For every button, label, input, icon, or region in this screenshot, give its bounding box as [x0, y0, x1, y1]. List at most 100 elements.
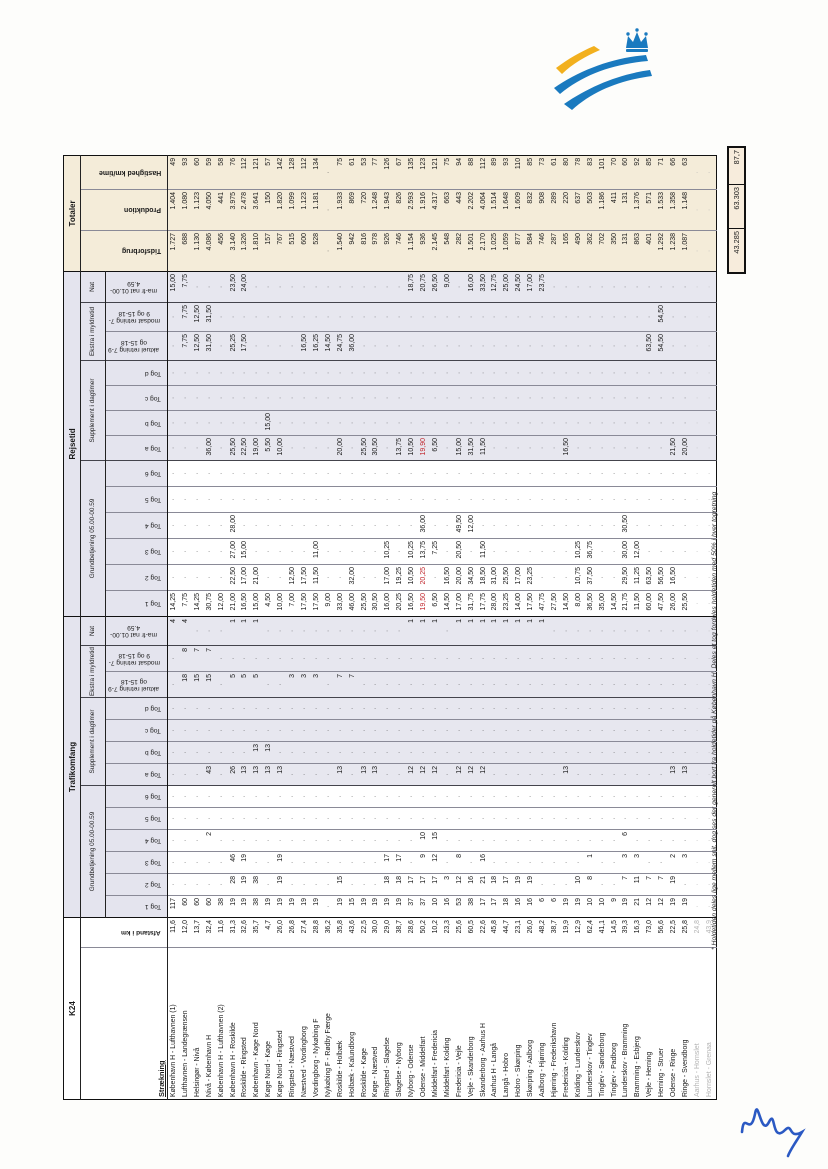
data-cell: · [560, 512, 573, 539]
station-name: Roskilde - Ringsted [239, 947, 252, 1100]
data-cell: 15,00 [263, 410, 276, 436]
data-cell: 16 [513, 895, 526, 918]
data-cell: · [703, 230, 717, 272]
distance-value: 35,8 [334, 917, 347, 948]
data-cell: · [298, 360, 311, 386]
data-cell: · [489, 719, 502, 742]
data-cell: · [251, 851, 264, 874]
data-cell: 9,00 [441, 271, 454, 303]
data-cell: · [679, 360, 692, 386]
data-cell: · [263, 331, 276, 361]
data-cell: · [441, 851, 454, 874]
data-cell: 5 [227, 671, 240, 698]
data-cell: · [263, 829, 276, 852]
data-cell: · [215, 271, 228, 303]
data-cell: · [668, 645, 680, 672]
data-cell: 688 [179, 230, 192, 272]
data-cell: · [298, 763, 311, 786]
station-name: Odense - Ringe [668, 947, 680, 1100]
station-name: Holbæk - Kalundborg [346, 947, 359, 1100]
data-cell: · [346, 435, 359, 461]
data-cell: · [418, 331, 430, 361]
data-cell: 13 [263, 741, 276, 764]
data-cell: · [251, 410, 264, 436]
data-cell: · [227, 360, 240, 386]
data-cell: · [358, 410, 371, 436]
data-cell: · [679, 645, 692, 672]
data-cell: · [406, 671, 419, 698]
data-cell: · [263, 538, 276, 565]
data-cell: · [167, 486, 180, 513]
data-cell: · [418, 410, 430, 436]
data-cell: · [644, 302, 657, 332]
data-cell: · [406, 719, 419, 742]
data-cell: · [322, 873, 335, 896]
distance-value: 41,1 [596, 917, 609, 948]
data-cell: · [632, 829, 645, 852]
data-cell: · [596, 785, 609, 808]
data-cell: · [191, 271, 204, 303]
data-cell: · [215, 829, 228, 852]
data-cell: · [382, 512, 395, 539]
data-cell: · [644, 512, 657, 539]
data-cell: · [394, 302, 407, 332]
data-cell: · [334, 271, 347, 303]
data-cell: · [560, 697, 573, 720]
table-row: Langå - Hobro 44,7 18 17 · · · · · · · · · · 1 23,25 25,… [501, 155, 514, 1100]
data-cell: · [275, 360, 288, 386]
data-cell: · [608, 460, 621, 487]
data-cell: 135 [406, 155, 419, 190]
data-cell: · [370, 851, 383, 874]
data-cell: · [298, 410, 311, 436]
data-cell: 80 [560, 155, 573, 190]
data-cell: · [537, 719, 549, 742]
station-name: Langå - Hobro [501, 947, 514, 1100]
data-cell: 1.540 [334, 230, 347, 272]
data-cell: · [560, 851, 573, 874]
data-cell: · [215, 671, 228, 698]
data-cell: · [584, 512, 597, 539]
data-cell: 7,25 [429, 538, 442, 565]
data-cell: · [608, 360, 621, 386]
data-cell: · [549, 785, 561, 808]
data-cell: · [632, 385, 645, 411]
table-row: Ringsted - Næstved 26,8 19 · · · · · · · · · 3 · · 7,00… [287, 155, 299, 1100]
data-cell: · [310, 486, 323, 513]
data-cell: · [703, 302, 717, 332]
data-cell: · [632, 302, 645, 332]
data-cell: · [203, 271, 216, 303]
data-cell: · [489, 785, 502, 808]
data-cell: · [334, 829, 347, 852]
data-cell: · [596, 741, 609, 764]
data-cell: 112 [239, 155, 252, 190]
data-cell: 19 [560, 895, 573, 918]
data-cell: · [644, 460, 657, 487]
data-cell: · [501, 697, 514, 720]
data-cell: · [679, 410, 692, 436]
data-cell: · [537, 486, 549, 513]
data-cell: · [608, 410, 621, 436]
data-cell: · [406, 741, 419, 764]
data-cell: · [537, 763, 549, 786]
data-cell: · [644, 763, 657, 786]
data-cell: · [346, 697, 359, 720]
data-cell: · [691, 538, 704, 565]
data-cell: · [501, 741, 514, 764]
station-name: Ringsted - Næstved [287, 947, 299, 1100]
data-cell: 43 [203, 763, 216, 786]
data-cell: · [489, 807, 502, 830]
data-cell: · [525, 785, 538, 808]
data-cell: · [322, 719, 335, 742]
data-cell: · [203, 360, 216, 386]
data-cell: · [441, 435, 454, 461]
data-cell: · [560, 616, 573, 646]
data-cell: · [679, 564, 692, 591]
data-cell: 746 [537, 230, 549, 272]
data-cell: · [191, 719, 204, 742]
data-cell: · [620, 331, 633, 361]
distance-value: 26,8 [287, 917, 299, 948]
data-cell: 60 [203, 895, 216, 918]
data-cell: · [382, 486, 395, 513]
data-cell: · [668, 807, 680, 830]
table-row: Hjørring - Frederikshavn 38,7 6 · · · · · · · · · · ·… [549, 155, 561, 1100]
